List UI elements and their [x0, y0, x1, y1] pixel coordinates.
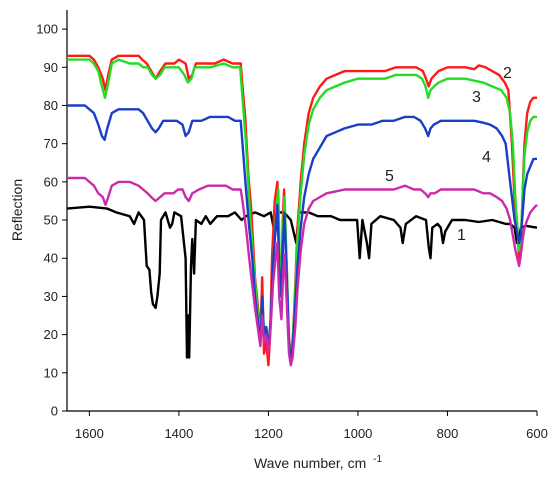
- x-tick-label: 600: [526, 426, 548, 441]
- series-line-5: [67, 176, 538, 367]
- series-labels: 1 2 3 4 5: [385, 65, 512, 244]
- series-line-1: [66, 205, 538, 359]
- x-tick-label: 800: [437, 426, 459, 441]
- y-tick-label: 80: [44, 98, 58, 113]
- x-ticks: 1600 1400 1200 1000 800 600: [75, 411, 548, 441]
- y-tick-label: 70: [44, 136, 58, 151]
- series-line-4: [67, 104, 537, 363]
- x-axis-label-superscript: -1: [373, 454, 382, 465]
- y-tick-label: 20: [44, 327, 58, 342]
- series-label-3: 3: [472, 89, 481, 106]
- series-label-1: 1: [457, 227, 466, 244]
- y-tick-label: 10: [44, 365, 58, 380]
- y-tick-label: 40: [44, 251, 58, 266]
- y-ticks: 0 10 20 30 40 50 60 70 80 90 100: [36, 22, 67, 419]
- series-label-4: 4: [482, 149, 491, 166]
- axes: [66, 10, 537, 412]
- series-label-2: 2: [503, 65, 512, 82]
- series-group: [66, 54, 538, 367]
- y-tick-label: 0: [51, 404, 58, 419]
- x-axis-label: Wave number, cm -1: [254, 454, 383, 471]
- x-tick-label: 1400: [164, 426, 193, 441]
- x-axis-label-text: Wave number, cm: [254, 455, 366, 471]
- x-tick-label: 1200: [254, 426, 283, 441]
- series-label-5: 5: [385, 168, 394, 185]
- y-tick-label: 100: [36, 22, 58, 37]
- y-tick-label: 60: [44, 174, 58, 189]
- y-tick-label: 50: [44, 213, 58, 228]
- series-line-2: [67, 54, 537, 367]
- y-tick-label: 90: [44, 60, 58, 75]
- x-tick-label: 1600: [75, 426, 104, 441]
- y-axis-label: Reflection: [9, 179, 25, 241]
- x-tick-label: 1000: [343, 426, 372, 441]
- y-tick-label: 30: [44, 289, 58, 304]
